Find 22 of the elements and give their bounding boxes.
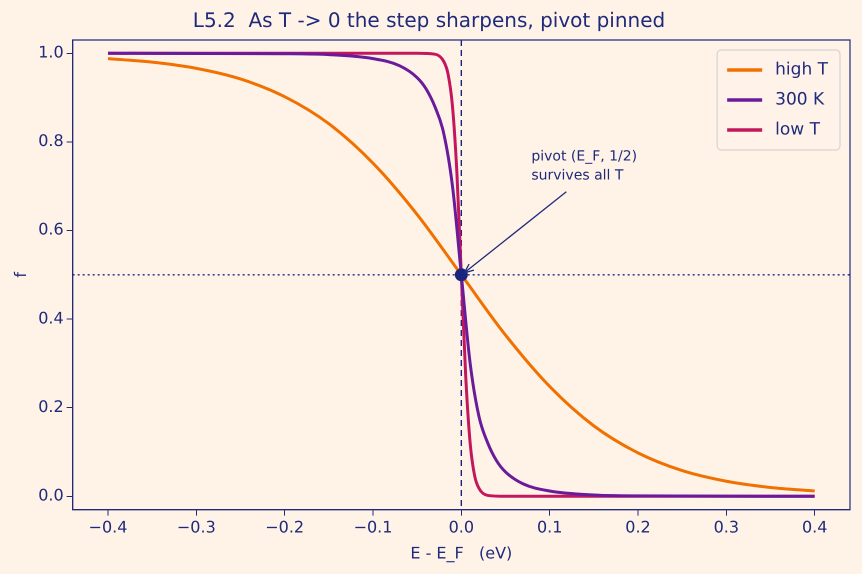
y-tick-label: 0.6 xyxy=(38,220,64,239)
y-tick-label: 0.8 xyxy=(38,131,64,150)
y-tick-label: 0.0 xyxy=(38,485,64,504)
x-tick-label: 0.1 xyxy=(536,517,562,536)
x-tick-label: −0.2 xyxy=(265,517,304,536)
x-axis-title: E - E_F (eV) xyxy=(410,544,512,563)
x-tick-label: −0.1 xyxy=(354,517,392,536)
legend-label: 300 K xyxy=(775,89,825,110)
legend-label: low T xyxy=(775,119,821,140)
y-tick-label: 0.2 xyxy=(38,396,64,416)
y-tick-label: 1.0 xyxy=(38,42,64,62)
x-tick-label: 0.0 xyxy=(448,517,474,536)
y-tick-label: 0.4 xyxy=(38,308,64,328)
x-tick-label: −0.3 xyxy=(176,517,216,536)
legend-label: high T xyxy=(775,59,829,80)
x-tick-label: 0.3 xyxy=(714,517,740,536)
x-tick-label: 0.2 xyxy=(625,517,651,536)
x-tick-label: 0.4 xyxy=(802,517,828,536)
chart-title: L5.2 As T -> 0 the step sharpens, pivot pinned xyxy=(192,8,666,32)
y-axis-title: f xyxy=(10,272,30,278)
x-tick-label: −0.4 xyxy=(88,517,128,536)
annotation: pivot (E_F, 1/2) survives all T xyxy=(531,148,638,184)
